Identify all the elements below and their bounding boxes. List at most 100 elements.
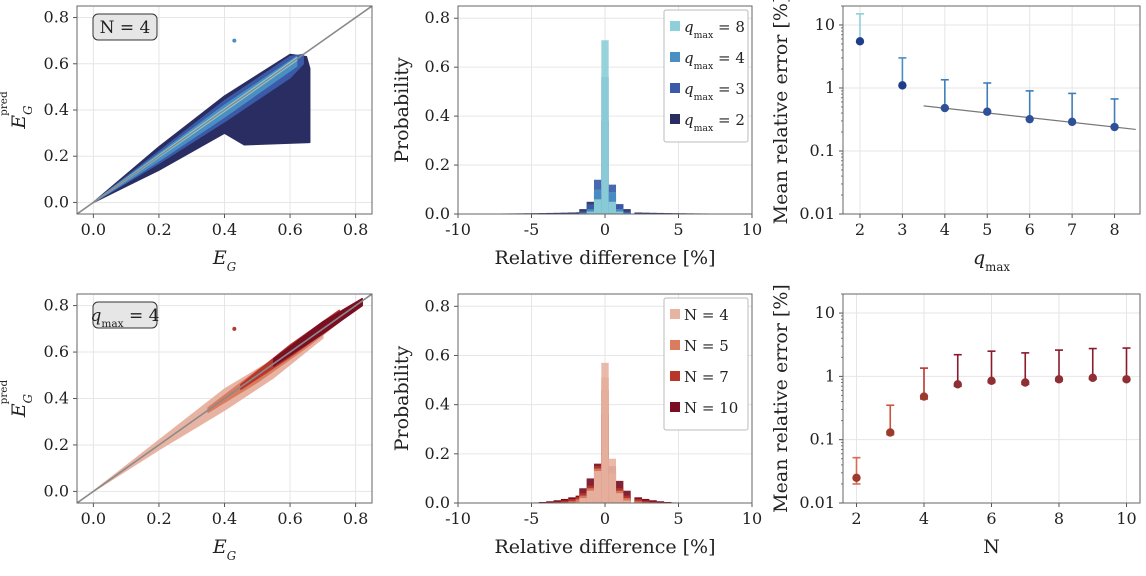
hist-tail-bar-q-max-2 <box>546 212 554 214</box>
y-axis-label: Probability <box>391 57 413 163</box>
y-tick-label: 0.01 <box>799 493 835 512</box>
x-tick-label: 6 <box>986 509 996 528</box>
x-tick-label: 0.6 <box>277 509 302 528</box>
data-point <box>898 81 907 90</box>
y-tick-label: 0.8 <box>425 8 450 27</box>
hist-bar-q-max-8 <box>586 211 594 214</box>
data-point <box>953 380 962 389</box>
hist-bar-q-max-8 <box>608 201 617 214</box>
legend-label: N = 7 <box>684 368 729 386</box>
x-tick-label: 10 <box>742 220 762 239</box>
hist-tail-bar-n-10 <box>649 500 657 503</box>
data-point <box>1088 373 1097 382</box>
legend-swatch <box>670 402 680 412</box>
data-point <box>987 376 996 386</box>
y-tick-label: 0.8 <box>44 296 69 315</box>
panel-bottom-right: 2 4 6 8 10 0.01 0.1 1 10 N Mean relative error [%] <box>770 284 1141 558</box>
hist-bar-n-4 <box>601 362 609 503</box>
hist-bar-n-4 <box>608 458 617 503</box>
y-tick-label: 0.2 <box>425 155 450 174</box>
legend-swatch <box>670 21 680 31</box>
x-tick-label: 0.2 <box>146 220 171 239</box>
panel-bottom-left: 0.0 0.2 0.4 0.6 0.8 0.0 0.2 0.4 0.6 0.8 qmax = 4 EG… <box>0 293 373 563</box>
grid <box>77 6 372 214</box>
hist-tail-bar-n-10 <box>538 501 547 503</box>
plot-frame <box>457 5 753 215</box>
x-tick-label: -10 <box>445 220 471 239</box>
plot-area <box>77 294 372 503</box>
legend-label: qmax = 4 <box>684 49 745 72</box>
legend-swatch <box>670 340 680 350</box>
y-tick-label: 0.8 <box>425 296 450 315</box>
hist-tail-bar-n-7 <box>634 499 643 503</box>
panel-bottom-middle: -10 -5 0 5 10 0.0 0.2 0.4 0.6 0.8 N = 4 N = 5 N = 7 N… <box>391 293 762 558</box>
y-axis-label: Mean relative error [%] <box>770 0 792 224</box>
y-tick-label: 0.4 <box>425 106 450 125</box>
legend-label: qmax = 3 <box>684 80 745 103</box>
x-tick-label: -5 <box>524 220 540 239</box>
panel-top-middle: -10 -5 0 5 10 0.0 0.2 0.4 0.6 0.8 qmax = 8 qmax = 4… <box>391 5 762 269</box>
y-tick-label: 0.2 <box>44 435 69 454</box>
x-tick-label: 0.0 <box>81 509 106 528</box>
x-tick-label: 2 <box>855 220 865 239</box>
x-tick-label: -5 <box>524 509 540 528</box>
data-point <box>1110 122 1119 132</box>
y-tick-label: 0.4 <box>425 395 450 414</box>
data-point <box>1054 375 1064 384</box>
hist-bar-n-4 <box>623 500 631 503</box>
hist-bar-q-max-8 <box>593 199 602 214</box>
x-tick-label: 0.6 <box>277 220 302 239</box>
hist-tail-bar-n-7 <box>649 501 657 503</box>
hist-bar-q-max-8 <box>616 211 624 214</box>
outlier-point <box>232 38 237 43</box>
panel-badge-text: qmax = 4 <box>91 306 160 330</box>
data-point <box>1021 378 1030 387</box>
plot-frame <box>457 293 753 504</box>
identity-line <box>77 294 372 503</box>
legend-swatch <box>670 371 680 381</box>
hist-tail-bar-q-max-2 <box>568 212 576 214</box>
legend-swatch <box>670 114 680 124</box>
hist-tail-bar-n-7 <box>553 501 562 503</box>
y-tick-label: 0.8 <box>44 8 69 27</box>
plot-frame <box>842 5 1141 215</box>
data-point <box>886 428 895 437</box>
y-tick-label: 0.4 <box>44 389 69 408</box>
hist-tail-bar-n-7 <box>560 500 569 503</box>
x-tick-label: 0.0 <box>81 220 106 239</box>
data-point <box>1122 375 1131 384</box>
y-tick-label: 1 <box>825 366 835 385</box>
y-axis-label: EGpred <box>0 380 35 419</box>
hist-bar-q-max-4 <box>623 212 631 214</box>
hist-tail-bar-q-max-2 <box>634 212 643 214</box>
data-point <box>855 37 865 46</box>
hist-bar-n-4 <box>586 490 594 503</box>
y-tick-label: 0.1 <box>810 430 835 449</box>
x-tick-label: 4 <box>919 509 929 528</box>
y-tick-label: 0.1 <box>810 141 835 160</box>
hist-tail-bar-q-max-2 <box>641 212 650 214</box>
x-tick-label: 0.8 <box>343 220 368 239</box>
x-tick-label: 2 <box>851 509 861 528</box>
y-tick-label: 0.6 <box>425 345 450 364</box>
x-tick-label: 8 <box>1054 509 1064 528</box>
legend-swatch <box>670 309 680 319</box>
panel-badge-text: N = 4 <box>100 18 151 38</box>
panel-badge <box>92 301 158 329</box>
hist-bar-q-max-4 <box>579 212 587 214</box>
plot-frame <box>76 5 373 215</box>
x-tick-label: 4 <box>940 220 950 239</box>
x-tick-label: 0.8 <box>343 509 368 528</box>
legend-swatch <box>670 52 680 62</box>
hist-tail-bar-n-5 <box>634 501 643 503</box>
y-axis-label: Probability <box>391 345 413 451</box>
y-tick-label: 0.6 <box>425 57 450 76</box>
legend-box <box>663 9 749 143</box>
plot-area <box>77 6 372 214</box>
hist-tail-bar-n-10 <box>656 501 665 503</box>
hist-tail-bar-q-max-2 <box>649 212 657 214</box>
x-tick-label: 8 <box>1109 220 1119 239</box>
x-tick-label: 5 <box>673 509 683 528</box>
x-axis-label: qmax <box>973 247 1010 274</box>
